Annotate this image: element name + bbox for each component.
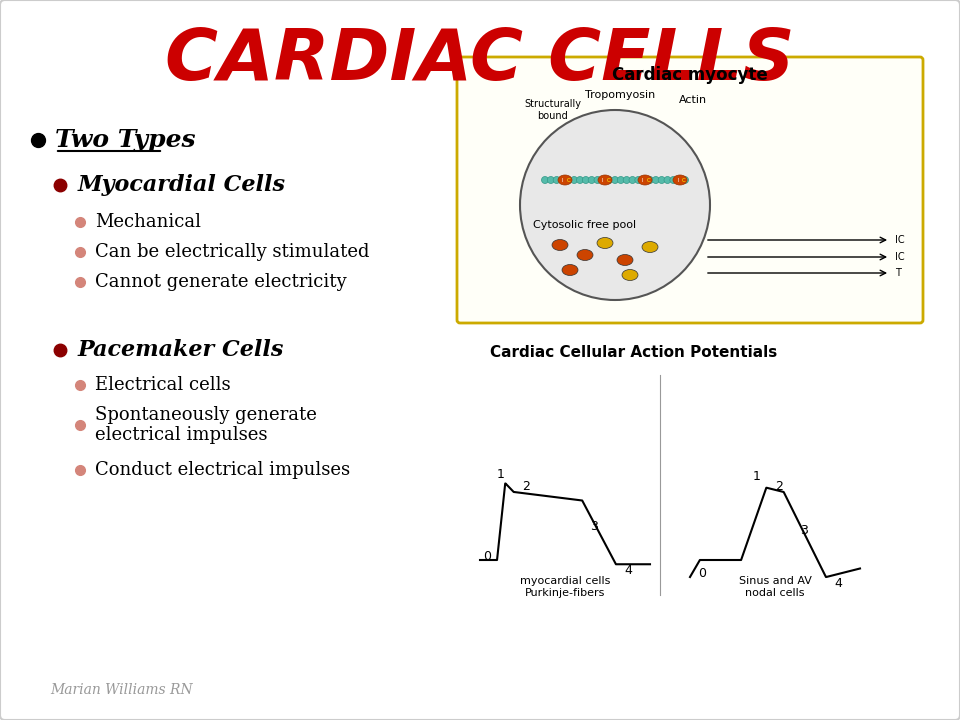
Text: myocardial cells
Purkinje-fibers: myocardial cells Purkinje-fibers [519,577,611,598]
Circle shape [629,176,636,184]
Text: 2: 2 [522,480,530,493]
Text: C: C [607,178,611,182]
Text: Sinus and AV
nodal cells: Sinus and AV nodal cells [738,577,811,598]
Text: 0: 0 [699,567,707,580]
Circle shape [600,176,607,184]
Circle shape [547,176,554,184]
Circle shape [670,176,677,184]
Circle shape [520,110,710,300]
Text: CARDIAC CELLS: CARDIAC CELLS [165,25,795,94]
Text: Marian Williams RN: Marian Williams RN [50,683,193,697]
Text: 1: 1 [753,470,760,483]
Text: IC: IC [895,235,904,245]
Text: Cardiac myocyte: Cardiac myocyte [612,66,768,84]
Circle shape [659,176,665,184]
Text: Conduct electrical impulses: Conduct electrical impulses [95,461,350,479]
Circle shape [559,176,566,184]
Circle shape [577,176,584,184]
Text: Cardiac Cellular Action Potentials: Cardiac Cellular Action Potentials [490,345,778,360]
Text: Electrical cells: Electrical cells [95,376,230,394]
Text: Cytosolic free pool: Cytosolic free pool [534,220,636,230]
Ellipse shape [562,264,578,276]
Circle shape [646,176,654,184]
Circle shape [676,176,683,184]
Text: Cannot generate electricity: Cannot generate electricity [95,273,347,291]
Text: 4: 4 [625,564,633,577]
Ellipse shape [617,254,633,266]
Circle shape [594,176,601,184]
FancyBboxPatch shape [457,57,923,323]
Text: I: I [642,178,643,182]
Circle shape [606,176,612,184]
Text: Tropomyosin: Tropomyosin [585,90,655,100]
Text: Pacemaker Cells: Pacemaker Cells [78,339,284,361]
Ellipse shape [622,269,638,281]
Circle shape [635,176,642,184]
Text: Actin: Actin [679,95,708,105]
Circle shape [653,176,660,184]
Circle shape [583,176,589,184]
Text: 1: 1 [497,469,505,482]
Ellipse shape [577,250,593,261]
Circle shape [664,176,671,184]
Circle shape [570,176,578,184]
Circle shape [640,176,648,184]
Circle shape [682,176,688,184]
Text: 3: 3 [801,524,808,538]
Text: Mechanical: Mechanical [95,213,201,231]
Circle shape [623,176,630,184]
Text: C: C [647,178,651,182]
Text: Can be electrically stimulated: Can be electrically stimulated [95,243,370,261]
Text: IC: IC [895,252,904,262]
Ellipse shape [558,175,572,185]
Ellipse shape [638,175,652,185]
Circle shape [541,176,548,184]
Text: Structurally
bound: Structurally bound [524,99,582,121]
Text: 0: 0 [484,550,492,563]
Circle shape [588,176,595,184]
Text: Two Types: Two Types [55,128,196,152]
Circle shape [553,176,561,184]
Circle shape [612,176,618,184]
Circle shape [617,176,624,184]
Text: T: T [895,268,900,278]
Ellipse shape [597,238,613,248]
Text: I: I [677,178,679,182]
Text: I: I [562,178,564,182]
Ellipse shape [673,175,687,185]
Ellipse shape [598,175,612,185]
Text: 4: 4 [834,577,842,590]
Ellipse shape [642,241,658,253]
Text: C: C [682,178,685,182]
Text: Spontaneously generate
electrical impulses: Spontaneously generate electrical impuls… [95,405,317,444]
Text: 2: 2 [775,480,782,493]
Text: I: I [602,178,604,182]
Circle shape [564,176,572,184]
Text: Myocardial Cells: Myocardial Cells [78,174,286,196]
Text: C: C [567,178,571,182]
Text: 3: 3 [590,521,598,534]
Ellipse shape [552,240,568,251]
